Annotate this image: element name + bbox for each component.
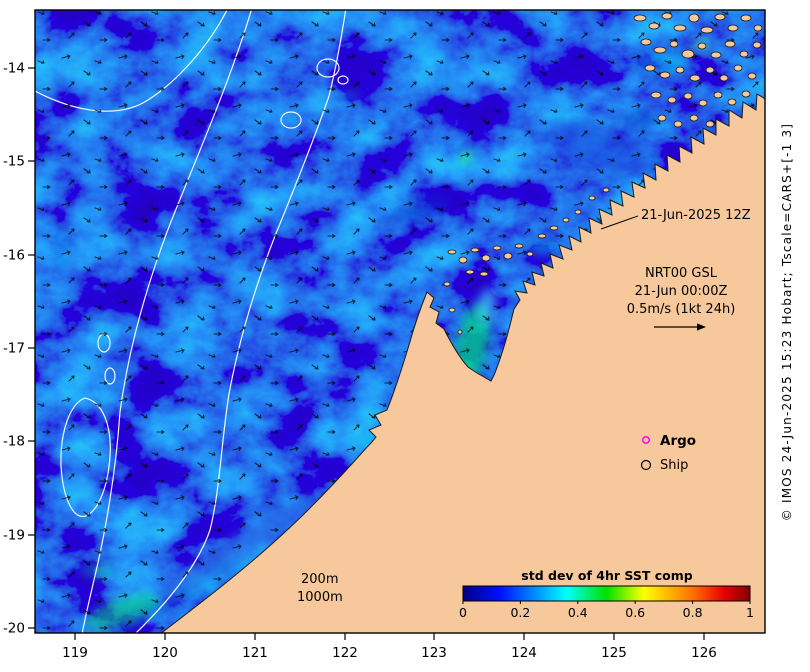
contour-1000m-label: 1000m [297, 590, 343, 605]
colorbar-tick-label: 1 [746, 605, 754, 620]
model-name-label: NRT00 GSL [645, 266, 718, 281]
obs-time-label: 21-Jun-2025 12Z [641, 208, 751, 223]
colorbar-tick-label: 0.4 [568, 605, 588, 620]
colorbar-tick-label: 0.2 [510, 605, 530, 620]
x-tick-label: 126 [691, 645, 717, 661]
x-axis-labels: 119 120 121 122 123 124 125 126 [62, 645, 717, 661]
colorbar-tick-label: 0 [459, 605, 467, 620]
x-tick-label: 122 [332, 645, 358, 661]
contour-200m-label: 200m [301, 572, 338, 587]
y-axis-labels: -14 -15 -16 -17 -18 -19 -20 [3, 61, 25, 637]
ship-label: Ship [660, 458, 688, 473]
x-tick-label: 119 [62, 645, 88, 661]
y-tick-label: -17 [3, 341, 25, 357]
y-tick-label: -18 [3, 434, 25, 450]
x-axis-ticks [74, 633, 705, 640]
islands [443, 12, 763, 335]
vector-scale-arrow-icon [654, 323, 706, 331]
x-tick-label: 123 [421, 645, 447, 661]
plot-frame [34, 9, 766, 634]
argo-marker-icon [642, 436, 650, 444]
argo-label: Argo [660, 433, 696, 449]
map-legend: Argo Ship [640, 433, 696, 473]
x-tick-label: 120 [152, 645, 178, 661]
copyright-credit: © IMOS 24-Jun-2025 15:23 Hobart; Tscale=… [780, 123, 794, 521]
obs-time-pointer-line [600, 215, 639, 230]
mainland-coastline [160, 93, 765, 633]
colorbar-tick-label: 0.8 [683, 605, 703, 620]
colorbar-title: std dev of 4hr SST comp [521, 568, 692, 583]
map-plot-area [35, 10, 765, 633]
colorbar-gradient [462, 585, 751, 602]
colorbar: std dev of 4hr SST comp 0 0.2 0.4 0.6 0.… [459, 568, 754, 620]
ship-marker-icon [640, 459, 652, 471]
colorbar-tick-marks [462, 601, 751, 604]
y-tick-label: -14 [3, 61, 25, 77]
x-tick-label: 121 [242, 645, 268, 661]
contour-legend: 200m 1000m [297, 572, 343, 605]
model-time-label: 21-Jun 00:00Z [635, 284, 728, 299]
y-tick-label: -15 [3, 154, 25, 170]
colorbar-tick-label: 0.6 [625, 605, 645, 620]
y-axis-ticks [28, 67, 35, 629]
model-info-block: NRT00 GSL 21-Jun 00:00Z 0.5m/s (1kt 24h) [627, 266, 736, 331]
y-tick-label: -19 [3, 528, 25, 544]
x-tick-label: 124 [511, 645, 537, 661]
x-tick-label: 125 [601, 645, 627, 661]
y-tick-label: -20 [3, 621, 25, 637]
y-tick-label: -16 [3, 248, 25, 264]
vector-scale-label: 0.5m/s (1kt 24h) [627, 302, 736, 317]
